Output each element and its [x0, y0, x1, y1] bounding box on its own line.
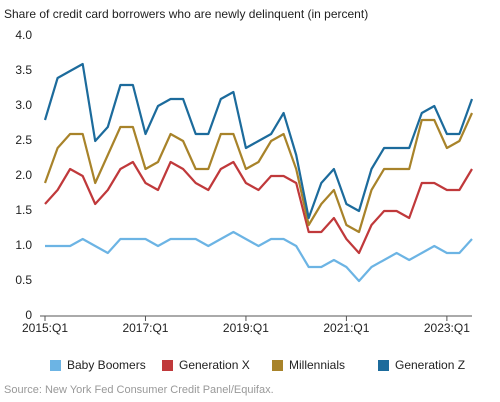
legend-label: Generation Z [395, 358, 465, 372]
legend-swatch [50, 360, 61, 371]
line [43, 62, 474, 220]
legend-label: Generation X [179, 358, 250, 372]
line [45, 230, 473, 283]
x-tick-label: 2023:Q1 [424, 321, 470, 335]
x-tick-label: 2019:Q1 [223, 321, 269, 335]
y-tick-label: 3.0 [15, 98, 32, 112]
y-tick-label: 3.5 [15, 63, 32, 77]
x-tick-label: 2021:Q1 [323, 321, 369, 335]
y-tick-label: 4.0 [15, 28, 32, 42]
chart-title: Share of credit card borrowers who are n… [4, 7, 368, 21]
legend-swatch [378, 360, 389, 371]
y-tick-label: 2.5 [15, 133, 32, 147]
source: Source: New York Fed Consumer Credit Pan… [4, 384, 274, 396]
legend-label: Baby Boomers [67, 358, 146, 372]
line [44, 160, 473, 255]
y-tick-label: 0 [25, 308, 32, 322]
legend-swatch [272, 360, 283, 371]
legend-swatch [162, 360, 173, 371]
y-tick-label: 0.5 [15, 273, 32, 287]
x-tick-label: 2017:Q1 [122, 321, 168, 335]
y-tick-label: 1.0 [15, 238, 32, 252]
legend-label: Millennials [289, 358, 345, 372]
y-tick-label: 1.5 [15, 203, 32, 217]
line [43, 112, 474, 234]
y-tick-label: 2.0 [15, 168, 32, 182]
x-tick-label: 2015:Q1 [22, 321, 68, 335]
